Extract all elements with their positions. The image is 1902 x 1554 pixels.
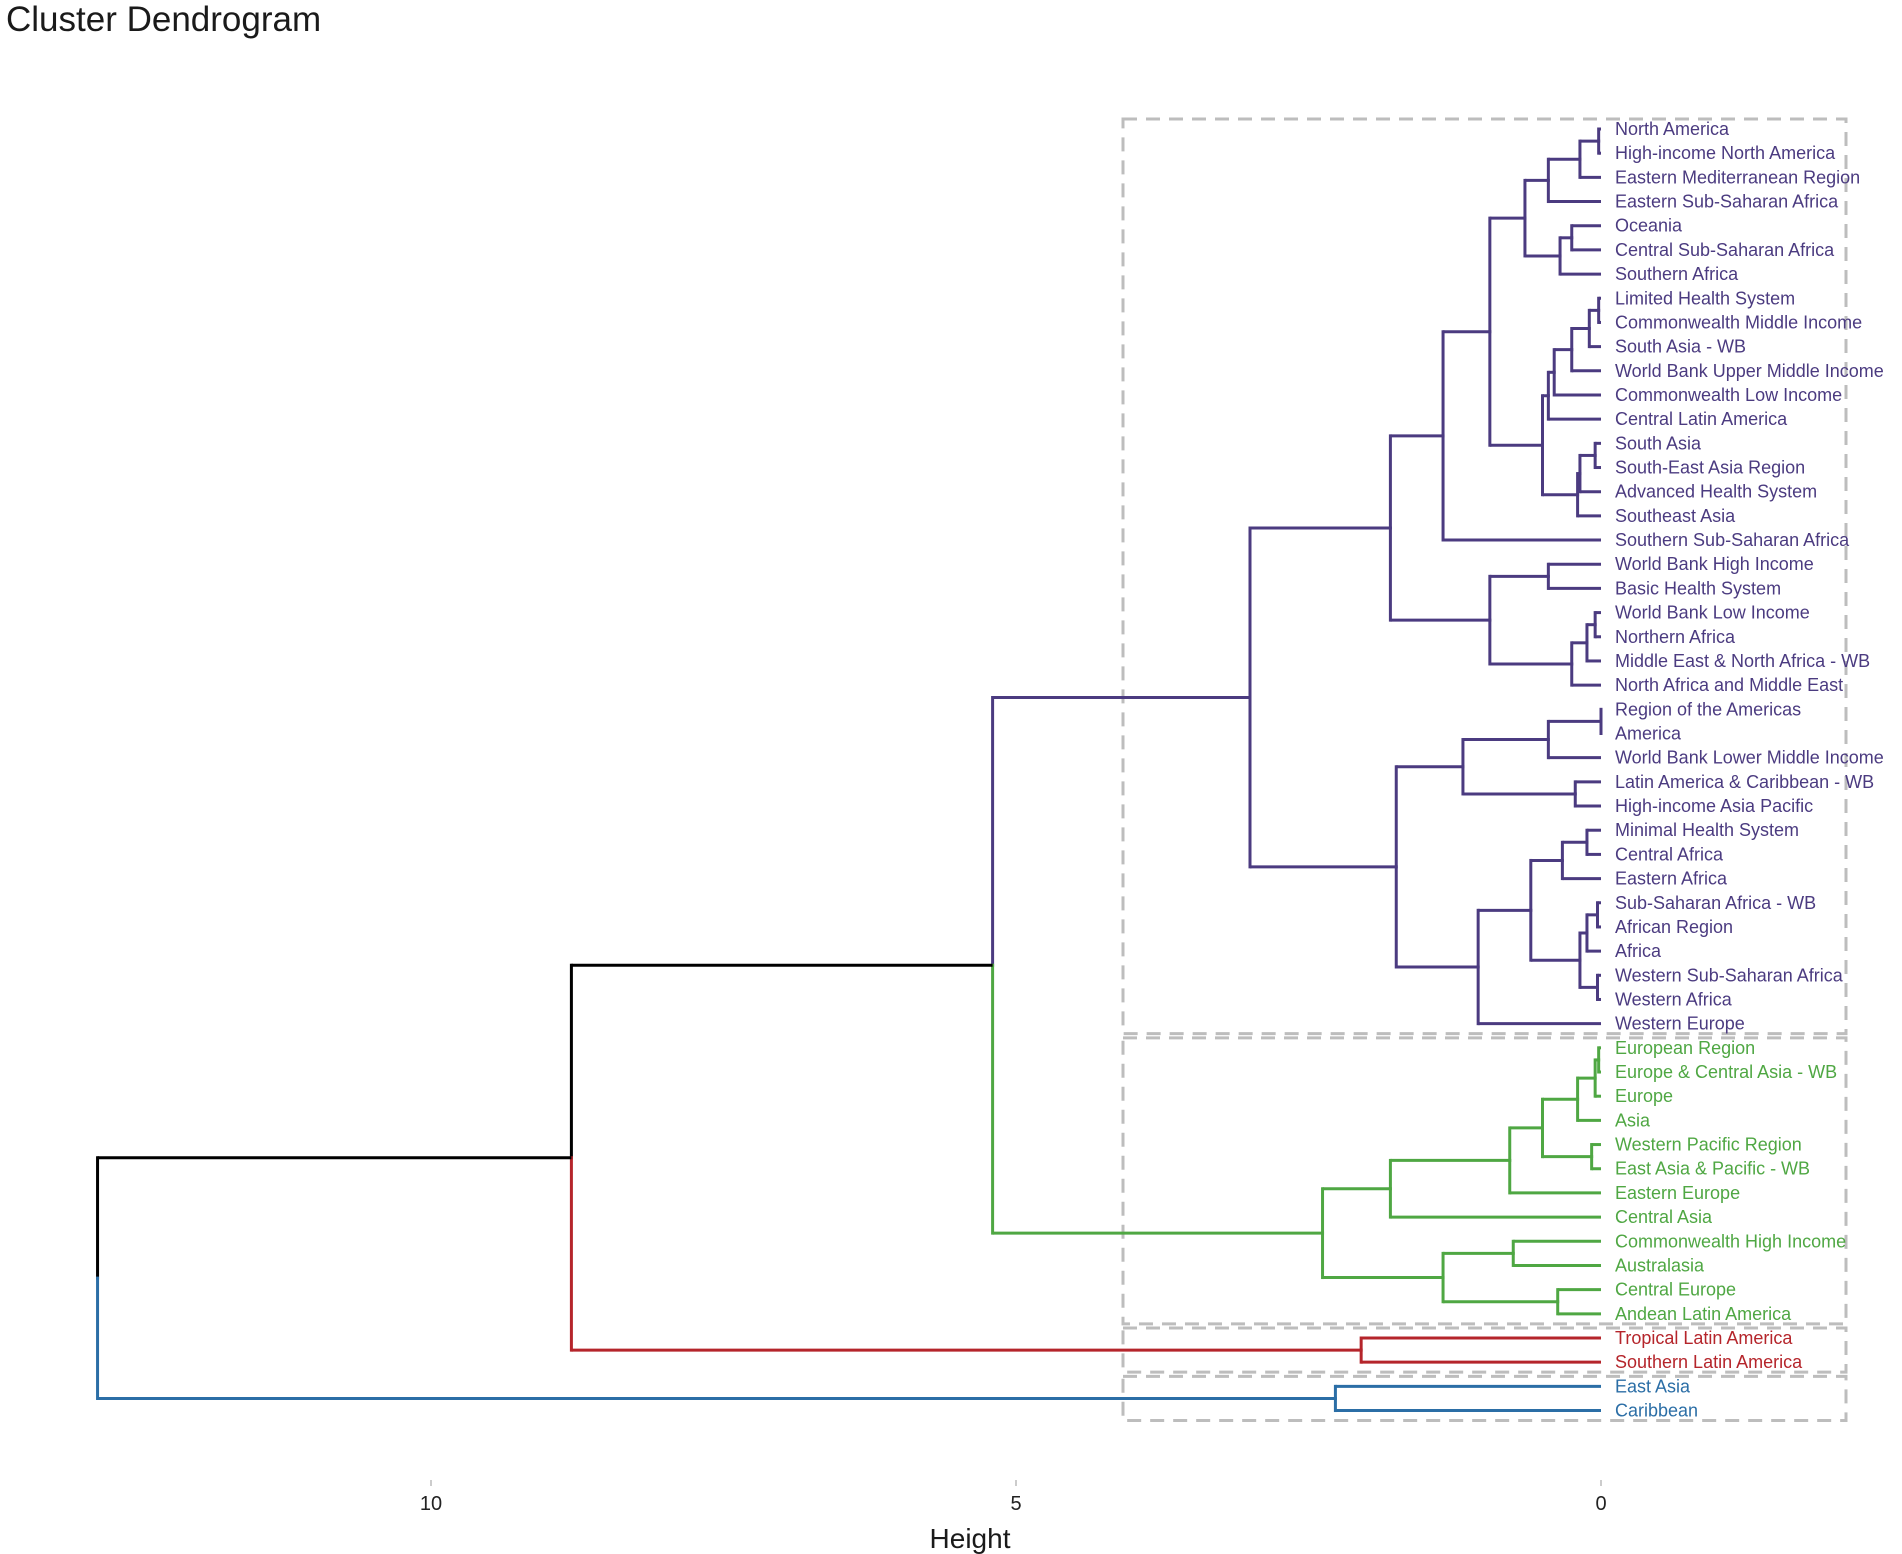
leaf-label: Central Asia (1615, 1207, 1713, 1227)
leaf-label: Limited Health System (1615, 288, 1795, 308)
x-tick-label: 5 (1010, 1493, 1021, 1515)
leaf-label: Central Sub-Saharan Africa (1615, 240, 1835, 260)
leaf-label: Southern Africa (1615, 264, 1739, 284)
leaf-label: High-income Asia Pacific (1615, 796, 1813, 816)
leaf-label: Western Pacific Region (1615, 1135, 1802, 1155)
leaf-label: Andean Latin America (1615, 1304, 1792, 1324)
leaf-label: Western Sub-Saharan Africa (1615, 965, 1844, 985)
leaf-label: Minimal Health System (1615, 820, 1799, 840)
leaf-label: Tropical Latin America (1615, 1328, 1793, 1348)
leaf-label: World Bank Upper Middle Income (1615, 361, 1884, 381)
leaf-label: America (1615, 724, 1682, 744)
leaf-label: Europe & Central Asia - WB (1615, 1062, 1837, 1082)
leaf-label: Western Europe (1615, 1014, 1745, 1034)
leaf-label: Southern Sub-Saharan Africa (1615, 530, 1850, 550)
leaf-label: North Africa and Middle East (1615, 675, 1843, 695)
leaf-label: Australasia (1615, 1255, 1705, 1275)
leaf-label: Central Africa (1615, 844, 1724, 864)
x-axis: 10 5 0 Height (420, 1480, 1607, 1554)
leaf-label: World Bank Low Income (1615, 603, 1810, 623)
leaf-label: Eastern Africa (1615, 869, 1728, 889)
dendrogram-links (96, 127, 1603, 1413)
x-tick-label: 10 (420, 1493, 442, 1515)
leaf-label: Northern Africa (1615, 627, 1736, 647)
leaf-label: World Bank Lower Middle Income (1615, 748, 1884, 768)
leaf-label: High-income North America (1615, 143, 1836, 163)
leaf-label: Europe (1615, 1086, 1673, 1106)
leaf-label: African Region (1615, 917, 1733, 937)
leaf-label: Eastern Europe (1615, 1183, 1740, 1203)
leaf-label: South Asia (1615, 433, 1702, 453)
leaf-label: Southern Latin America (1615, 1352, 1803, 1372)
leaf-label: Commonwealth Middle Income (1615, 312, 1862, 332)
leaf-label: Caribbean (1615, 1401, 1698, 1421)
leaf-label: Central Latin America (1615, 409, 1788, 429)
leaf-label: Latin America & Caribbean - WB (1615, 772, 1874, 792)
leaf-label: Africa (1615, 941, 1662, 961)
leaf-label: Central Europe (1615, 1280, 1736, 1300)
cluster-box (1121, 1036, 1848, 1326)
leaf-label: Middle East & North Africa - WB (1615, 651, 1870, 671)
cluster-box (1121, 117, 1848, 1036)
leaf-labels: North America High-income North America Ea… (1615, 119, 1884, 1421)
leaf-label: Basic Health System (1615, 578, 1781, 598)
leaf-label: Region of the Americas (1615, 699, 1801, 719)
cluster-box (1121, 1326, 1848, 1374)
leaf-label: Eastern Sub-Saharan Africa (1615, 192, 1839, 212)
chart-title: Cluster Dendrogram (6, 0, 322, 39)
leaf-label: World Bank High Income (1615, 554, 1814, 574)
leaf-label: Asia (1615, 1110, 1651, 1130)
leaf-label: Commonwealth Low Income (1615, 385, 1842, 405)
leaf-label: Eastern Mediterranean Region (1615, 167, 1860, 187)
x-tick-label: 0 (1595, 1493, 1606, 1515)
leaf-label: East Asia (1615, 1376, 1691, 1396)
leaf-label: South-East Asia Region (1615, 458, 1805, 478)
leaf-label: Western Africa (1615, 989, 1733, 1009)
leaf-label: European Region (1615, 1038, 1755, 1058)
leaf-label: North America (1615, 119, 1730, 139)
leaf-label: East Asia & Pacific - WB (1615, 1159, 1810, 1179)
leaf-label: Southeast Asia (1615, 506, 1736, 526)
leaf-label: South Asia - WB (1615, 337, 1746, 357)
leaf-label: Commonwealth High Income (1615, 1231, 1846, 1251)
x-axis-title: Height (930, 1523, 1011, 1554)
cluster-box (1121, 1374, 1848, 1423)
leaf-label: Sub-Saharan Africa - WB (1615, 893, 1816, 913)
leaf-label: Advanced Health System (1615, 482, 1817, 502)
cluster-boxes (1121, 117, 1848, 1423)
leaf-label: Oceania (1615, 216, 1683, 236)
